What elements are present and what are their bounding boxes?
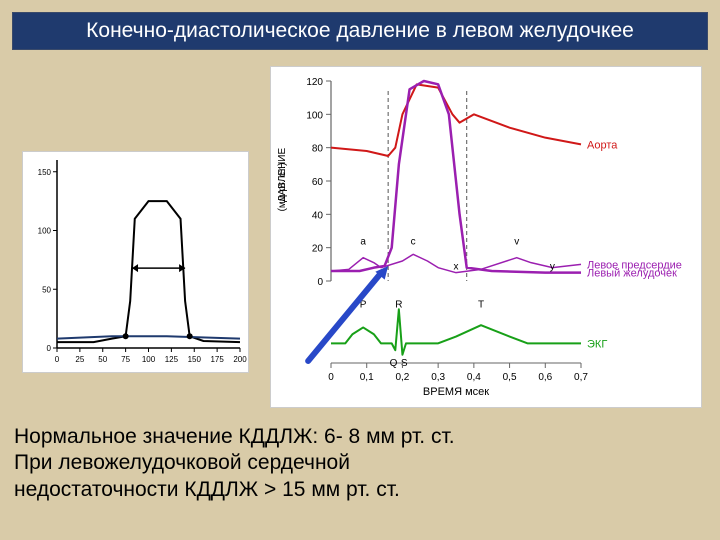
svg-text:(мм рт. ст.): (мм рт. ст.) [277, 163, 288, 212]
svg-text:40: 40 [312, 210, 324, 221]
svg-text:0: 0 [317, 277, 323, 288]
svg-text:Аорта: Аорта [587, 139, 618, 151]
svg-text:150: 150 [38, 168, 52, 177]
svg-text:125: 125 [165, 355, 179, 364]
svg-text:T: T [478, 299, 484, 310]
svg-text:0: 0 [328, 372, 334, 383]
svg-text:0,5: 0,5 [503, 372, 517, 383]
svg-text:c: c [411, 237, 416, 248]
svg-text:100: 100 [306, 110, 323, 121]
right-chart: 020406080100120ДАВЛЕНИЕ(мм рт. ст.)Аорта… [270, 66, 702, 408]
svg-text:25: 25 [75, 355, 84, 364]
bottom-line-2: При левожелудочковой сердечной [14, 450, 706, 476]
svg-text:175: 175 [210, 355, 224, 364]
svg-text:0,4: 0,4 [467, 372, 481, 383]
svg-text:R: R [395, 299, 402, 310]
svg-text:50: 50 [98, 355, 107, 364]
svg-text:60: 60 [312, 177, 324, 188]
svg-text:ВРЕМЯ мсек: ВРЕМЯ мсек [423, 386, 489, 398]
svg-text:v: v [514, 237, 519, 248]
bottom-line-1: Нормальное значение КДДЛЖ: 6- 8 мм рт. с… [14, 424, 706, 450]
svg-text:0: 0 [47, 344, 52, 353]
svg-text:Q: Q [390, 358, 398, 369]
svg-text:y: y [550, 262, 555, 273]
header-bar: Конечно-диастолическое давление в левом … [12, 12, 708, 50]
bottom-text: Нормальное значение КДДЛЖ: 6- 8 мм рт. с… [14, 424, 706, 503]
svg-text:0: 0 [55, 355, 60, 364]
svg-text:100: 100 [38, 227, 52, 236]
svg-text:Левое предсердие: Левое предсердие [587, 259, 682, 271]
svg-text:x: x [454, 262, 459, 273]
svg-text:0,2: 0,2 [395, 372, 409, 383]
left-chart: 0 25 50 75 100 125 150 175 200 0 50 100 150 [22, 151, 249, 373]
svg-text:0,1: 0,1 [360, 372, 374, 383]
svg-text:80: 80 [312, 144, 324, 155]
svg-text:50: 50 [42, 285, 51, 294]
svg-text:150: 150 [188, 355, 202, 364]
bottom-line-3: недостаточности КДДЛЖ > 15 мм рт. ст. [14, 477, 706, 503]
svg-text:a: a [360, 237, 366, 248]
svg-text:S: S [401, 358, 408, 369]
svg-text:0,7: 0,7 [574, 372, 588, 383]
svg-text:0,6: 0,6 [538, 372, 552, 383]
page-title: Конечно-диастолическое давление в левом … [86, 19, 634, 42]
svg-text:ЭКГ: ЭКГ [587, 338, 607, 350]
svg-text:20: 20 [312, 244, 324, 255]
svg-text:0,3: 0,3 [431, 372, 445, 383]
svg-text:100: 100 [142, 355, 156, 364]
svg-text:120: 120 [306, 77, 323, 88]
svg-text:75: 75 [121, 355, 130, 364]
svg-text:200: 200 [233, 355, 247, 364]
charts-area: 0 25 50 75 100 125 150 175 200 0 50 100 150 0 20 40 60 8… [0, 56, 720, 416]
